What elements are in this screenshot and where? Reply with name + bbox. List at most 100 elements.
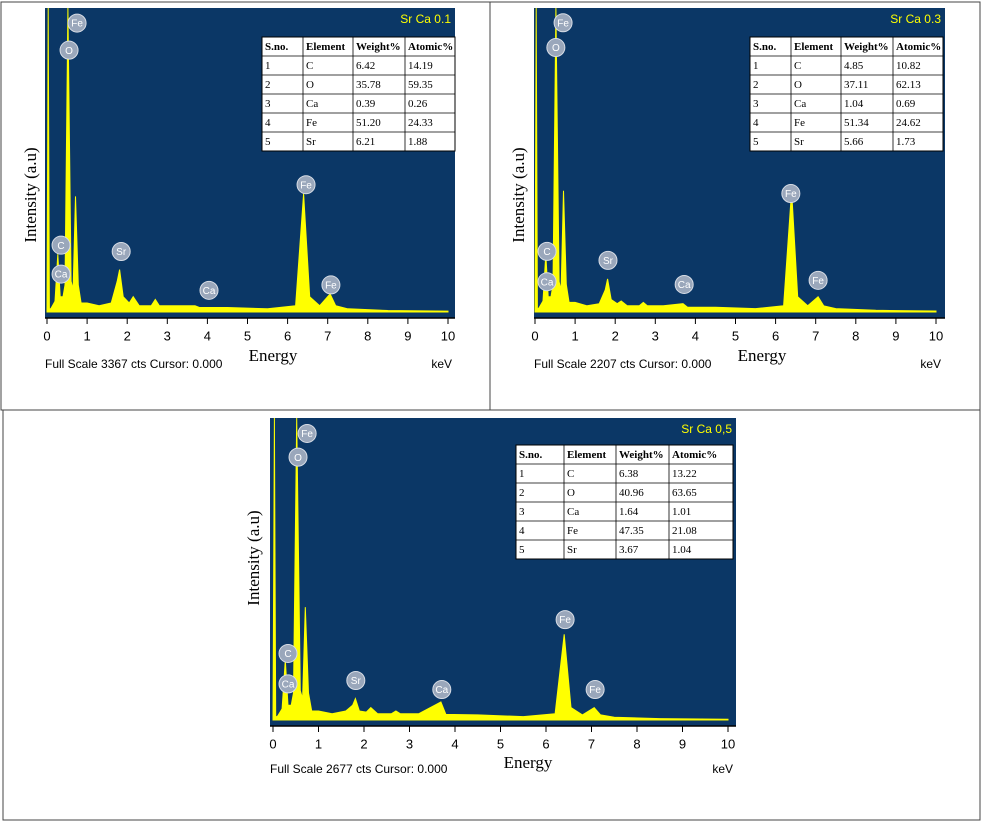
x-tick-label: 0 bbox=[269, 736, 276, 751]
x-tick-label: 3 bbox=[406, 736, 413, 751]
peak-label: Fe bbox=[559, 615, 571, 626]
table-cell: 40.96 bbox=[619, 487, 644, 499]
x-tick-label: 4 bbox=[692, 328, 699, 343]
table-cell: 63.65 bbox=[672, 487, 697, 499]
peak-label: Fe bbox=[812, 276, 824, 287]
x-tick-label: 2 bbox=[612, 328, 619, 343]
table-header: Atomic% bbox=[896, 41, 941, 53]
peak-label: Fe bbox=[71, 19, 83, 30]
x-tick-label: 1 bbox=[315, 736, 322, 751]
peak-marker bbox=[808, 270, 828, 290]
x-tick-label: 5 bbox=[497, 736, 504, 751]
x-tick-label: 2 bbox=[360, 736, 367, 751]
peak-marker bbox=[598, 250, 618, 270]
table-cell: Fe bbox=[567, 525, 578, 537]
x-tick-label: 6 bbox=[772, 328, 779, 343]
y-axis-label: Intensity (a.u) bbox=[21, 147, 40, 242]
chart-title: Sr Ca 0.1 bbox=[400, 12, 451, 26]
table-cell: 24.33 bbox=[408, 117, 433, 129]
x-tick-label: 8 bbox=[852, 328, 859, 343]
footer-text: Full Scale 2207 cts Cursor: 0.000 bbox=[534, 357, 712, 371]
x-tick-label: 5 bbox=[732, 328, 739, 343]
peak-label: Fe bbox=[589, 685, 601, 696]
peak-marker bbox=[51, 264, 71, 284]
peak-label: Ca bbox=[203, 286, 216, 297]
table-cell: Ca bbox=[794, 98, 806, 110]
table-cell: Sr bbox=[794, 136, 804, 148]
x-tick-label: 4 bbox=[451, 736, 458, 751]
x-tick-label: 2 bbox=[124, 328, 131, 343]
table-cell: 3.67 bbox=[619, 544, 639, 556]
table-cell: 6.42 bbox=[356, 60, 375, 72]
table-cell: 59.35 bbox=[408, 79, 433, 91]
peak-label: Fe bbox=[785, 189, 797, 200]
table-cell: 24.62 bbox=[896, 117, 921, 129]
peak-marker bbox=[296, 175, 316, 195]
table-cell: 1.88 bbox=[408, 136, 428, 148]
x-tick-label: 7 bbox=[812, 328, 819, 343]
table-header: S.no. bbox=[753, 41, 776, 53]
peak-label: Ca bbox=[282, 680, 295, 691]
table-cell: 4 bbox=[265, 117, 271, 129]
x-unit: keV bbox=[712, 762, 733, 776]
table-cell: 35.78 bbox=[356, 79, 381, 91]
x-tick-label: 5 bbox=[244, 328, 251, 343]
x-unit: keV bbox=[920, 357, 941, 371]
table-cell: Fe bbox=[306, 117, 317, 129]
table-cell: 6.38 bbox=[619, 468, 639, 480]
table-cell: 3 bbox=[753, 98, 759, 110]
table-cell: 10.82 bbox=[896, 60, 921, 72]
table-header: S.no. bbox=[265, 41, 288, 53]
y-axis-label: Intensity (a.u) bbox=[244, 510, 263, 605]
peak-marker bbox=[199, 280, 219, 300]
peak-marker bbox=[346, 671, 366, 691]
peak-marker bbox=[59, 40, 79, 60]
peak-label: Ca bbox=[55, 270, 68, 281]
peak-marker bbox=[553, 13, 573, 33]
peak-label: Ca bbox=[541, 277, 554, 288]
table-cell: 5 bbox=[753, 136, 759, 148]
spectrum-area bbox=[46, 7, 449, 313]
table-cell: 21.08 bbox=[672, 525, 697, 537]
table-cell: 62.13 bbox=[896, 79, 921, 91]
peak-label: Sr bbox=[603, 256, 614, 267]
peak-marker bbox=[67, 13, 87, 33]
peak-label: Fe bbox=[325, 281, 337, 292]
table-cell: Ca bbox=[567, 506, 579, 518]
table-header: Weight% bbox=[356, 41, 401, 53]
table-cell: 1.04 bbox=[672, 544, 692, 556]
x-tick-label: 6 bbox=[542, 736, 549, 751]
x-axis-label: Energy bbox=[504, 753, 553, 772]
table-cell: Fe bbox=[794, 117, 805, 129]
spectrum-area bbox=[272, 417, 729, 721]
peak-marker bbox=[537, 241, 557, 261]
peak-label: Sr bbox=[351, 676, 362, 687]
table-header: Weight% bbox=[619, 449, 664, 461]
table-cell: 1.73 bbox=[896, 136, 916, 148]
table-cell: 37.11 bbox=[844, 79, 868, 91]
peak-label: Sr bbox=[116, 247, 127, 258]
x-tick-label: 3 bbox=[652, 328, 659, 343]
table-cell: C bbox=[567, 468, 574, 480]
table-cell: 2 bbox=[519, 487, 525, 499]
x-tick-label: 3 bbox=[164, 328, 171, 343]
spectrum-area bbox=[534, 7, 937, 313]
footer-text: Full Scale 3367 cts Cursor: 0.000 bbox=[45, 357, 223, 371]
x-tick-label: 0 bbox=[43, 328, 50, 343]
x-tick-label: 8 bbox=[364, 328, 371, 343]
table-cell: Sr bbox=[306, 136, 316, 148]
peak-label: O bbox=[552, 43, 560, 54]
table-cell: 0.69 bbox=[896, 98, 916, 110]
table-cell: O bbox=[794, 79, 802, 91]
x-unit: keV bbox=[431, 357, 452, 371]
chart-title: Sr Ca 0.3 bbox=[890, 12, 941, 26]
peak-label: C bbox=[57, 241, 64, 252]
table-cell: 5 bbox=[519, 544, 525, 556]
table-cell: 13.22 bbox=[672, 468, 697, 480]
table-cell: 47.35 bbox=[619, 525, 644, 537]
x-tick-label: 0 bbox=[531, 328, 538, 343]
table-cell: 14.19 bbox=[408, 60, 433, 72]
table-cell: C bbox=[794, 60, 801, 72]
table-cell: 5 bbox=[265, 136, 271, 148]
x-tick-label: 9 bbox=[679, 736, 686, 751]
